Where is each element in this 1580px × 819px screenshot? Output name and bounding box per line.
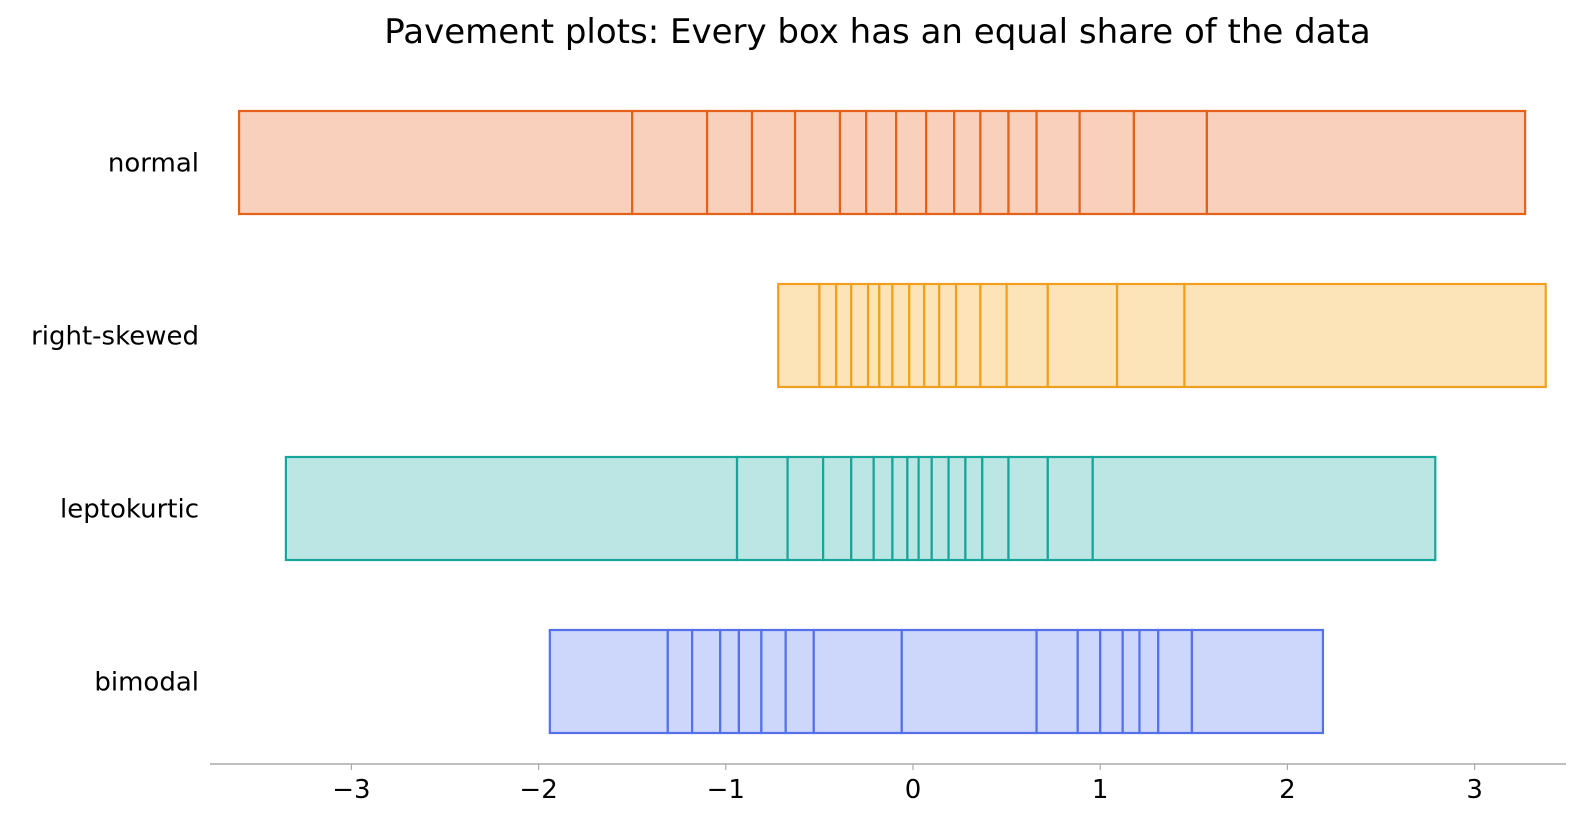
pavement-box (1157, 628, 1194, 735)
pavement-box (850, 455, 875, 562)
pavement-box (1007, 455, 1049, 562)
pavement-box (1190, 628, 1325, 735)
pavement-box (891, 455, 909, 562)
pavement-box (1046, 455, 1094, 562)
x-tick-label: 0 (905, 775, 922, 805)
pavement-box (1076, 628, 1102, 735)
pavement-box (1035, 109, 1081, 216)
x-tick-label: −3 (332, 775, 370, 805)
pavement-box (925, 109, 956, 216)
pavement-box (906, 455, 920, 562)
pavement-box (835, 282, 853, 389)
pavement-box (954, 282, 982, 389)
pavement-box (777, 282, 821, 389)
category-label: bimodal (94, 668, 199, 698)
pavement-box (1007, 109, 1038, 216)
pavement-box (930, 455, 950, 562)
pavement-box (1121, 628, 1141, 735)
pavement-box (822, 455, 853, 562)
pavement-box (900, 628, 1038, 735)
x-tick-label: 1 (1092, 775, 1109, 805)
pavement-box (691, 628, 722, 735)
pavement-box (1091, 455, 1437, 562)
pavement-box (705, 109, 754, 216)
x-tick-label: −1 (707, 775, 745, 805)
pavement-box (737, 628, 763, 735)
pavement-box (891, 282, 911, 389)
pavement-box (1046, 282, 1119, 389)
pavement-box (735, 455, 789, 562)
row-leptokurtic: leptokurtic (60, 455, 1437, 562)
pavement-box (866, 282, 881, 389)
pavement-box (908, 282, 926, 389)
chart-title: Pavement plots: Every box has an equal s… (384, 12, 1371, 52)
row-normal: normal (108, 109, 1527, 216)
pavement-box (793, 109, 842, 216)
pavement-box (938, 282, 958, 389)
pavement-box (838, 109, 868, 216)
x-tick-label: −2 (519, 775, 557, 805)
pavement-box (784, 628, 815, 735)
pavement-box (923, 282, 941, 389)
pavement-box (1005, 282, 1049, 389)
pavement-box (1132, 109, 1209, 216)
pavement-box (850, 282, 870, 389)
category-label: leptokurtic (60, 495, 199, 525)
pavement-box (750, 109, 797, 216)
row-right-skewed: right-skewed (31, 282, 1547, 389)
pavement-box (865, 109, 898, 216)
pavement-box (631, 109, 709, 216)
pavement-box (548, 628, 669, 735)
pavement-box (872, 455, 894, 562)
pavement-box (1138, 628, 1160, 735)
pavement-box (1035, 628, 1079, 735)
chart-rows: normal right-skewed leptokurtic bimodal (31, 109, 1547, 735)
pavement-box (719, 628, 741, 735)
pavement-box (1205, 109, 1527, 216)
pavement-box (284, 455, 739, 562)
pavement-box (812, 628, 903, 735)
x-tick-label: 3 (1466, 775, 1483, 805)
pavement-box (1115, 282, 1186, 389)
pavement-box (979, 282, 1008, 389)
pavement-box (1099, 628, 1124, 735)
pavement-box (947, 455, 967, 562)
pavement-box (818, 282, 838, 389)
pavement-box (666, 628, 694, 735)
pavement-box (1183, 282, 1547, 389)
x-axis-ticks: −3 −2 −1 0 1 2 3 (332, 764, 1483, 805)
pavement-box (981, 455, 1010, 562)
pavement-box (964, 455, 984, 562)
category-label: normal (108, 149, 199, 179)
pavement-box (979, 109, 1010, 216)
x-tick-label: 2 (1279, 775, 1296, 805)
pavement-box (237, 109, 634, 216)
pavement-box (895, 109, 928, 216)
row-bimodal: bimodal (94, 628, 1325, 735)
pavement-box (953, 109, 982, 216)
pavement-box (760, 628, 787, 735)
pavement-box (917, 455, 933, 562)
pavement-box (1078, 109, 1135, 216)
pavement-box (878, 282, 894, 389)
category-label: right-skewed (31, 322, 199, 352)
pavement-box (786, 455, 825, 562)
